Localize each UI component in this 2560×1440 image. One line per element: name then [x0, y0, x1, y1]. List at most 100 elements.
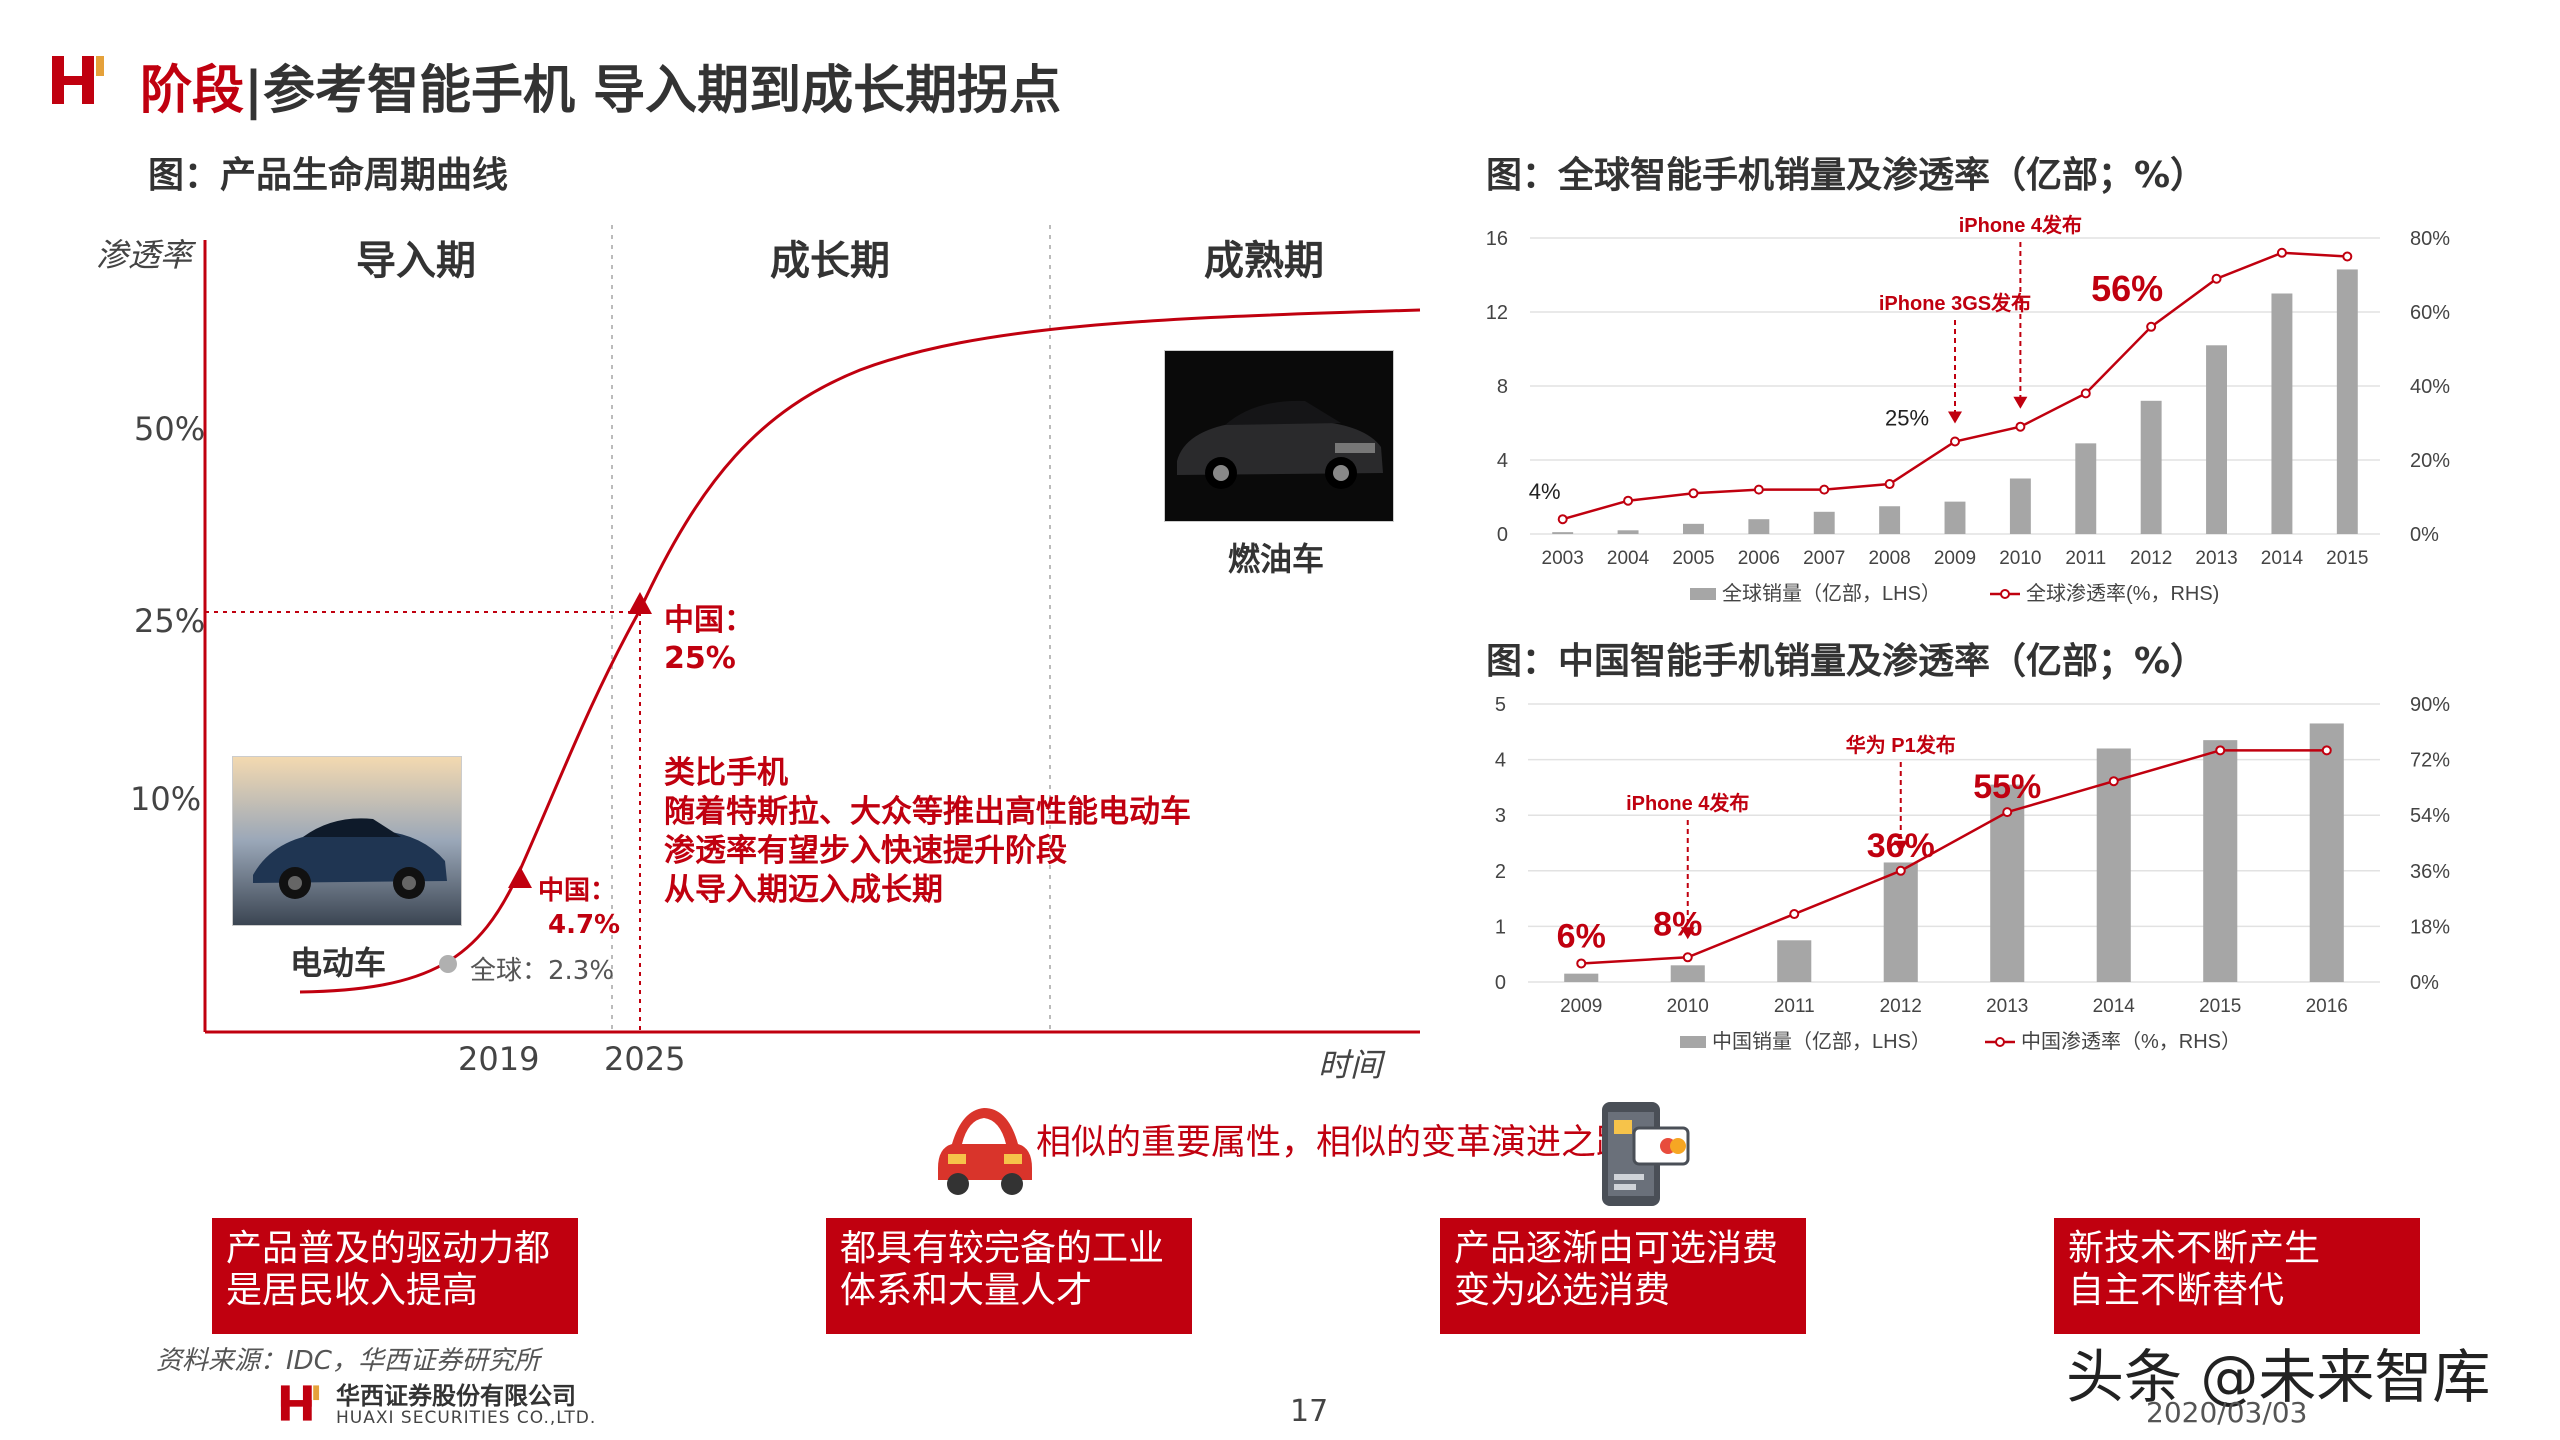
china-legend-line-marker — [1995, 1037, 2005, 1047]
china-xtick: 2013 — [1986, 996, 2028, 1017]
electric-car-image — [232, 756, 462, 926]
china-data-label: 55% — [1973, 768, 2041, 806]
global-bar — [2075, 443, 2097, 534]
china-line-point — [2321, 745, 2332, 756]
global-annotation-arrowhead — [2013, 396, 2028, 409]
page-title-red: 阶段 — [140, 61, 245, 121]
footer-logo-icon — [280, 1385, 320, 1421]
analogy-text: 类比手机 随着特斯拉、大众等推出高性能电动车 渗透率有望步入快速提升阶段 从导入… — [664, 754, 1191, 910]
china-ytick-right: 54% — [2410, 805, 2450, 827]
global-ytick-left: 12 — [1486, 302, 1508, 324]
china-data-label: 36% — [1867, 827, 1935, 865]
china-bar — [2309, 723, 2344, 982]
china-bar — [1564, 973, 1599, 982]
china-bar — [1883, 862, 1918, 982]
china-annotation-arrowhead — [1893, 840, 1908, 853]
global-line-point — [2342, 251, 2353, 262]
global-xtick: 2010 — [1999, 548, 2041, 569]
page-title: 阶段|参考智能手机 导入期到成长期拐点 — [140, 48, 1061, 123]
china-chart: 0 1 2 3 4 5 0% 18% 36% 54% 72% 90% 2009 2010 2011 2012 2… — [1495, 694, 2450, 1053]
feature-box-4: 新技术不断产生 自主不断替代 — [2054, 1218, 2420, 1334]
global-xtick: 2009 — [1934, 548, 1976, 569]
china-xtick: 2009 — [1560, 996, 1602, 1017]
global-legend-line-label: 全球渗透率(%，RHS) — [2026, 582, 2219, 605]
global-ytick-left: 0 — [1497, 524, 1508, 546]
global-xtick: 2007 — [1803, 548, 1845, 569]
global-line-point — [1753, 484, 1764, 495]
xtick-2019: 2019 — [458, 1040, 540, 1078]
feature-box-4-line-2: 自主不断替代 — [2068, 1270, 2285, 1311]
global-line-point — [1950, 436, 1960, 447]
global-xtick: 2005 — [1672, 548, 1714, 569]
lifecycle-subtitle: 图：产品生命周期曲线 — [148, 155, 509, 196]
source-note: 资料来源：IDC，华西证券研究所 — [156, 1346, 540, 1376]
china-ytick-right: 90% — [2410, 694, 2450, 716]
global-ytick-right: 0% — [2410, 524, 2439, 546]
china-legend-bar-swatch — [1680, 1036, 1706, 1048]
china-legend-bar-label: 中国销量（亿部，LHS） — [1712, 1030, 1931, 1053]
huaxi-logo-icon — [52, 56, 104, 104]
global-legend-bar-swatch — [1690, 588, 1716, 600]
global-line-point — [2146, 321, 2157, 332]
feature-box-4-line-1: 新技术不断产生 — [2068, 1228, 2321, 1269]
middle-tagline: 相似的重要属性，相似的变革演进之路 — [1036, 1123, 1632, 1163]
global-line-point — [1688, 488, 1699, 499]
china-line-point — [2108, 776, 2119, 787]
china-ytick-right: 18% — [2410, 916, 2450, 938]
global-bar — [2271, 293, 2293, 534]
electric-car-label: 电动车 — [290, 944, 387, 982]
global-bar — [2336, 269, 2358, 534]
global-bar — [1748, 519, 1770, 534]
global-line-point — [1819, 484, 1830, 495]
china-25-value: 25% — [664, 641, 736, 676]
china-ytick-right: 0% — [2410, 972, 2439, 994]
global-line-point — [1557, 514, 1568, 525]
watermark: 头条 @未来智库 — [2066, 1343, 2491, 1411]
x-axis-label: 时间 — [1318, 1046, 1383, 1084]
fuel-car-image — [1164, 350, 1394, 522]
global-bar — [2009, 478, 2031, 534]
global-xtick: 2003 — [1542, 548, 1584, 569]
stage-introduction: 导入期 — [356, 238, 476, 284]
china-25-title: 中国： — [664, 603, 754, 638]
global-ytick-right: 80% — [2410, 228, 2450, 250]
china-line-point — [1789, 909, 1800, 920]
global-xtick: 2011 — [2065, 548, 2106, 569]
china-line-point — [1895, 865, 1906, 876]
global-ytick-left: 16 — [1486, 228, 1508, 250]
ytick-10: 10% — [130, 780, 202, 818]
china-xtick: 2014 — [2093, 996, 2136, 1017]
china-line-point — [2215, 745, 2226, 756]
stage-growth: 成长期 — [770, 238, 890, 284]
china-4.7-value: 4.7% — [548, 910, 621, 940]
global-legend-line-marker — [2000, 589, 2010, 599]
global-ytick-right: 20% — [2410, 450, 2450, 472]
feature-box-2: 都具有较完备的工业 体系和大量人才 — [826, 1218, 1192, 1334]
global-bar — [1813, 511, 1835, 534]
china-xtick: 2011 — [1774, 996, 1815, 1017]
global-bar — [2140, 400, 2162, 534]
global-legend-bar-label: 全球销量（亿部，LHS） — [1722, 582, 1941, 605]
global-line-point — [1884, 479, 1895, 490]
car-icon — [938, 1108, 1032, 1195]
global-xtick: 2004 — [1607, 548, 1650, 569]
stage-maturity: 成熟期 — [1204, 238, 1324, 284]
global-xtick: 2012 — [2130, 548, 2172, 569]
china-ytick-left: 1 — [1495, 916, 1506, 938]
global-2.3-label: 全球：2.3% — [470, 956, 615, 986]
feature-box-1: 产品普及的驱动力都 是居民收入提高 — [212, 1218, 578, 1334]
ytick-25: 25% — [134, 602, 206, 640]
china-line-point — [1576, 958, 1587, 969]
lifecycle-curve — [299, 308, 1421, 994]
lifecycle-chart — [203, 225, 1421, 1034]
global-bar — [2206, 345, 2227, 534]
y-axis-label: 渗透率 — [96, 236, 193, 274]
footer-date: 2020/03/03 — [2146, 1396, 2308, 1429]
global-ytick-left: 4 — [1497, 450, 1508, 472]
global-line-point — [2211, 273, 2222, 284]
china-bar — [1777, 940, 1812, 982]
feature-box-3-line-1: 产品逐渐由可选消费 — [1454, 1228, 1779, 1269]
china-bar — [2096, 748, 2131, 982]
global-data-label: 56% — [2091, 268, 2163, 309]
china-xtick: 2016 — [2306, 996, 2348, 1017]
